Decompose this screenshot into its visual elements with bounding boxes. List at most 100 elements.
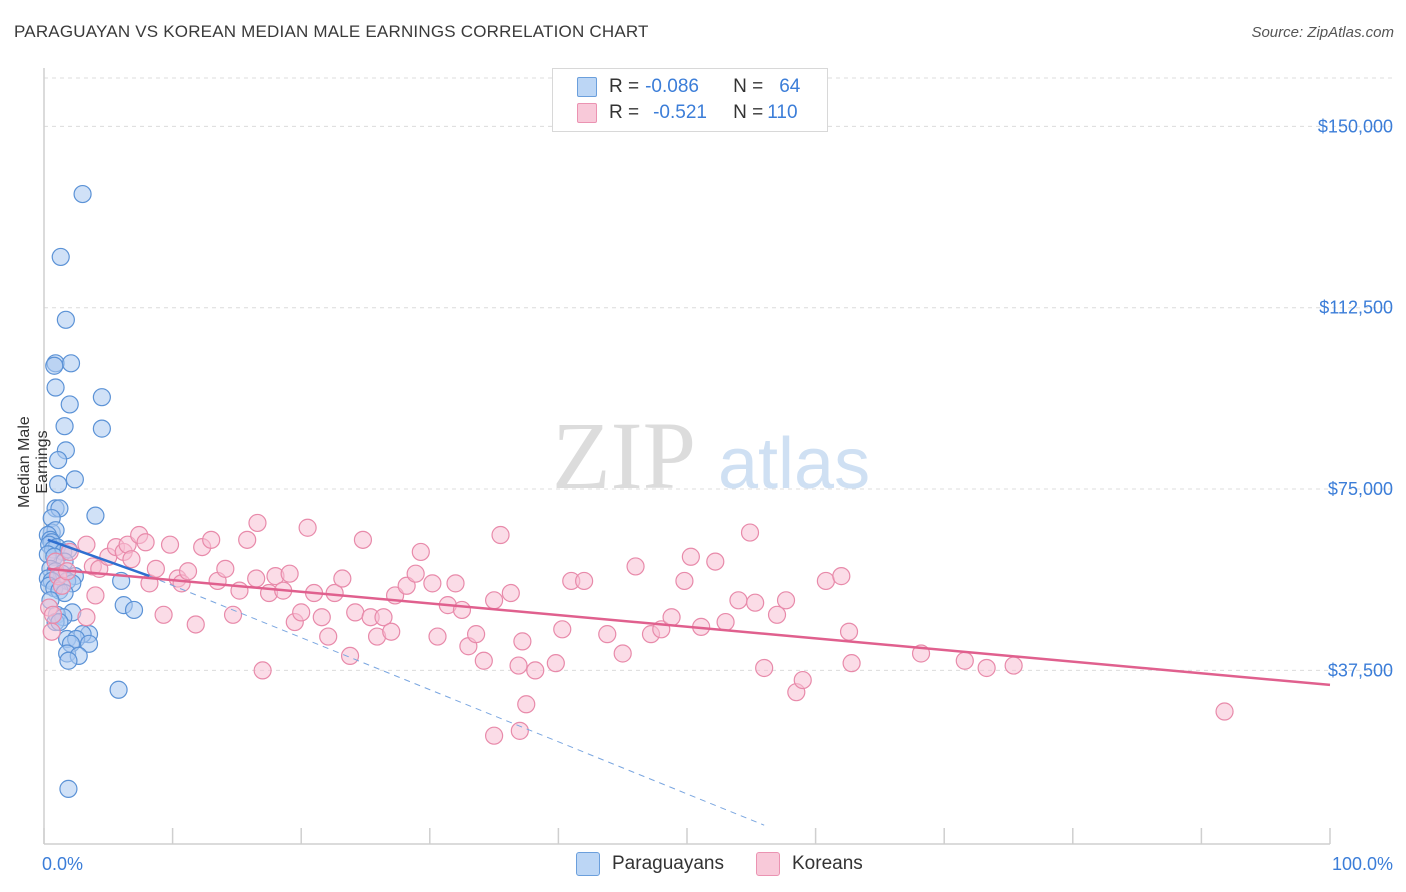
legend-label-koreans: Koreans — [792, 853, 863, 874]
legend-r-label: R = — [609, 102, 640, 123]
legend-r-value: -0.086 — [645, 76, 699, 97]
korean-point — [681, 547, 700, 566]
korean-point — [706, 552, 725, 571]
korean-point — [501, 583, 520, 603]
series-legend: Paraguayans Koreans — [0, 852, 1406, 876]
paraguayan-point — [45, 356, 64, 375]
legend-r-label: R = — [609, 76, 640, 97]
korean-point — [154, 605, 173, 624]
legend-label-paraguayans: Paraguayans — [612, 853, 724, 874]
korean-point — [517, 695, 536, 714]
korean-point — [146, 559, 165, 578]
y-axis-title: Median Male Earnings — [16, 416, 51, 508]
paraguayan-point — [92, 419, 111, 438]
paraguayan-point — [65, 470, 84, 489]
korean-point — [160, 535, 180, 554]
x-tick-label-min: 0.0% — [42, 854, 83, 874]
korean-point — [428, 627, 447, 646]
korean-point — [466, 625, 486, 644]
korean-point — [755, 658, 774, 678]
korean-point — [411, 542, 430, 562]
paraguayan-point — [73, 184, 92, 204]
watermark: ZIP atlas — [552, 402, 870, 509]
legend-n-value: 110 — [767, 102, 798, 123]
grid-layer — [44, 77, 1394, 671]
korean-point — [526, 661, 545, 680]
korean-point — [740, 523, 760, 542]
korean-point — [178, 562, 198, 581]
paraguayan-point — [86, 506, 105, 525]
y-tick-label: $75,000 — [1328, 479, 1393, 499]
korean-point — [406, 564, 425, 583]
korean-point — [42, 622, 61, 641]
korean-point — [553, 620, 572, 639]
korean-point — [312, 608, 331, 627]
legend-n-value: 64 — [779, 76, 801, 97]
korean-point — [776, 591, 796, 610]
y-tick-label: $112,500 — [1319, 298, 1393, 318]
paraguayan-point — [56, 310, 75, 329]
korean-point — [546, 654, 565, 673]
korean-point — [346, 603, 365, 622]
korean-point — [397, 576, 416, 595]
axis-layer — [43, 68, 1331, 845]
legend-swatch-koreans — [756, 852, 780, 876]
legend-item-paraguayans[interactable]: Paraguayans — [576, 852, 724, 876]
korean-trend-line-solid — [47, 567, 1331, 687]
paraguayan-point — [92, 388, 111, 407]
korean-point — [374, 608, 393, 627]
legend-row-korean: R = -0.521 N = 110 — [577, 101, 798, 125]
korean-point — [842, 654, 861, 673]
korean-point — [662, 608, 681, 627]
korean-point — [485, 726, 504, 745]
korean-point — [186, 615, 205, 634]
korean-point — [598, 625, 617, 644]
korean-point — [510, 721, 529, 740]
paraguayan-point — [49, 450, 68, 470]
paraguayan-point — [59, 779, 78, 798]
korean-point — [340, 646, 360, 666]
korean-point — [575, 571, 594, 591]
legend-item-koreans[interactable]: Koreans — [756, 852, 863, 876]
legend-n-label: N = — [733, 76, 764, 97]
korean-point — [292, 603, 311, 622]
paraguayan-point — [124, 600, 144, 620]
paraguayan-point — [55, 417, 74, 436]
legend-r-value: -0.521 — [653, 102, 707, 123]
watermark-atlas: atlas — [718, 424, 870, 504]
korean-point — [86, 586, 105, 605]
korean-point — [280, 564, 299, 583]
korean-point — [122, 550, 141, 569]
chart-title: PARAGUAYAN VS KOREAN MEDIAN MALE EARNING… — [14, 22, 649, 41]
korean-point — [216, 559, 235, 578]
korean-point — [839, 622, 859, 641]
legend-swatch-paraguayans — [576, 852, 600, 876]
correlation-legend: R = -0.086 N = 64 R = -0.521 N = 110 — [552, 68, 828, 132]
korean-point — [333, 569, 352, 588]
korean-point — [77, 608, 96, 627]
x-tick-label-max: 100.0% — [1332, 854, 1393, 874]
legend-swatch-korean — [577, 103, 597, 123]
korean-point — [223, 605, 243, 624]
points-layer — [38, 184, 1234, 798]
korean-point — [446, 574, 465, 593]
korean-point — [353, 530, 373, 549]
labels-layer: $37,500 $75,000 $112,500 $150,000 0.0% 100.0% — [42, 116, 1393, 874]
paraguayan-point — [49, 475, 68, 494]
korean-point — [452, 600, 472, 620]
korean-point — [43, 605, 63, 624]
korean-point — [298, 518, 317, 537]
paraguayan-point — [79, 634, 99, 653]
paraguayan-point — [51, 247, 70, 267]
korean-point — [746, 593, 765, 612]
trend-layer — [47, 538, 1331, 826]
y-tick-label: $150,000 — [1318, 116, 1393, 136]
korean-point — [729, 591, 748, 610]
korean-point — [491, 525, 510, 545]
korean-point — [253, 661, 272, 680]
korean-point — [832, 567, 851, 586]
paraguayan-point — [61, 354, 81, 373]
korean-point — [626, 557, 645, 576]
korean-point — [238, 530, 257, 549]
